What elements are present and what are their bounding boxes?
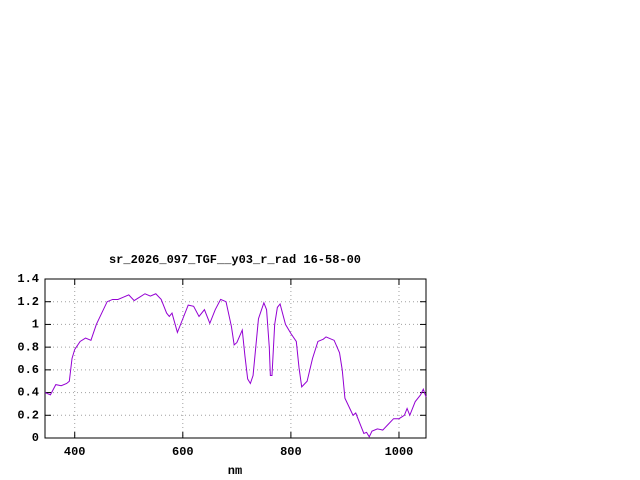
- plot-border: [44, 278, 427, 439]
- chart-title: sr_2026_097_TGF__y03_r_rad 16-58-00: [109, 253, 361, 267]
- x-tick-label: 800: [280, 445, 302, 459]
- x-tick-label: 400: [64, 445, 86, 459]
- x-axis-label: nm: [228, 464, 242, 478]
- x-tick-label: 1000: [385, 445, 414, 459]
- y-tick-label: 0.8: [17, 340, 39, 354]
- y-tick-label: 1: [32, 318, 39, 332]
- y-tick-label: 0.6: [17, 363, 39, 377]
- x-tick-label: 600: [172, 445, 194, 459]
- y-tick-label: 1.2: [17, 295, 39, 309]
- y-tick-label: 0.4: [17, 386, 39, 400]
- y-tick-label: 0: [32, 431, 39, 445]
- y-tick-label: 1.4: [17, 272, 39, 286]
- data-line: [44, 293, 427, 438]
- y-tick-label: 0.2: [17, 408, 39, 422]
